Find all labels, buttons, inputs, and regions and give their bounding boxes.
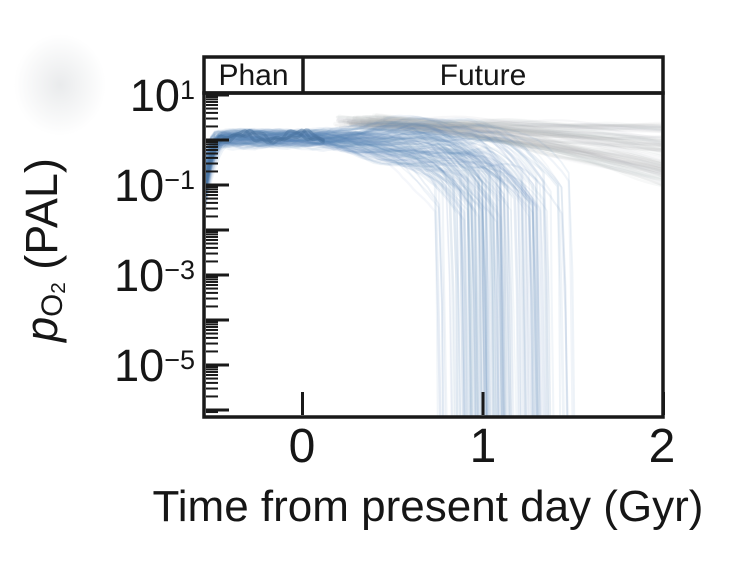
blue-ensemble-traces — [206, 114, 576, 416]
era-band-header-box — [202, 55, 665, 95]
plot-frame — [202, 55, 665, 419]
era-band-label-phanerozoic: Phan — [218, 59, 289, 92]
x-tick-label-2: 2 — [648, 420, 676, 473]
gray-ensemble-traces — [333, 113, 661, 188]
y-tick-label-10e-5: 10−5 — [114, 340, 195, 391]
y-tick-label-10e-1: 10−1 — [114, 160, 195, 211]
era-band-label-future: Future — [439, 59, 527, 92]
axis-ticks — [206, 93, 665, 415]
scan-artifact-blob — [14, 34, 106, 136]
x-tick-label-0: 0 — [288, 420, 316, 473]
y-tick-label-10e1: 101 — [129, 70, 195, 121]
y-axis-title: pO2 (PAL) — [16, 158, 70, 342]
x-tick-label-1: 1 — [469, 420, 497, 473]
x-axis-title: Time from present day (Gyr) — [152, 482, 704, 531]
y-tick-label-10e-3: 10−3 — [114, 250, 195, 301]
